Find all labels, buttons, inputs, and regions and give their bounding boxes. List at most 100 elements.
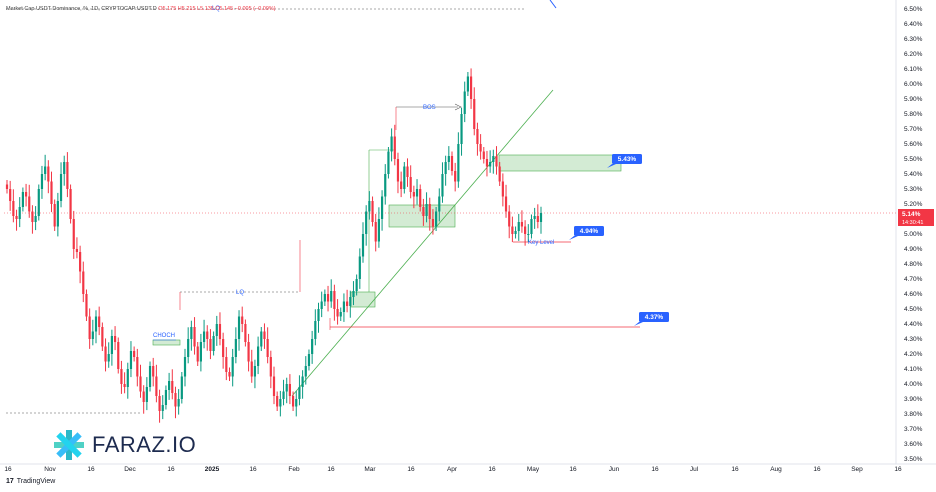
- candle-body: [9, 189, 12, 201]
- candle-body: [12, 201, 15, 216]
- candle-body: [145, 387, 148, 402]
- y-tick-label: 5.40%: [904, 171, 923, 178]
- candle-body: [113, 336, 117, 342]
- candle-body: [177, 399, 180, 407]
- candle-body: [409, 177, 412, 192]
- tradingview-brand[interactable]: 17 TradingView: [6, 478, 55, 485]
- candle-body: [31, 211, 34, 222]
- candle-body: [419, 189, 422, 207]
- candle-body: [422, 207, 425, 216]
- y-tick-label: 5.90%: [904, 96, 923, 103]
- y-tick-label: 6.10%: [904, 66, 923, 73]
- candle-body: [285, 384, 288, 392]
- candle-body: [498, 166, 501, 182]
- candle-body: [5, 184, 9, 189]
- y-tick-label: 3.90%: [904, 396, 923, 403]
- candle-body: [139, 376, 142, 392]
- candle-body: [361, 234, 365, 257]
- candle-body: [323, 294, 326, 302]
- lq-label: LQ: [236, 290, 244, 296]
- candle-body: [276, 396, 279, 407]
- candle-body: [18, 207, 21, 219]
- top-ray: [549, 0, 557, 9]
- candle-body: [425, 204, 428, 216]
- candle-body: [482, 151, 485, 159]
- key-level-label: Key Level: [528, 240, 554, 246]
- candle-body: [28, 196, 31, 212]
- candle-body: [393, 136, 396, 159]
- candle-body: [463, 91, 466, 114]
- current-price-tag: [898, 209, 934, 226]
- candle-body: [133, 351, 136, 357]
- x-tick-label: Jul: [690, 466, 699, 473]
- candle-body: [460, 114, 463, 144]
- level-494-pointer-icon: [569, 236, 578, 240]
- candle-body: [142, 391, 145, 402]
- y-tick-label: 6.00%: [904, 81, 923, 88]
- candle-body: [352, 291, 355, 297]
- candle-body: [450, 156, 454, 171]
- x-tick-label: 16: [327, 466, 335, 473]
- candle-body: [148, 366, 152, 387]
- x-tick-label: 16: [407, 466, 415, 473]
- candle-body: [72, 219, 75, 249]
- x-tick-label: 16: [569, 466, 577, 473]
- candle-body: [110, 336, 113, 354]
- candle-body: [180, 376, 183, 399]
- candle-body: [228, 372, 231, 377]
- candle-body: [47, 166, 50, 182]
- candle-body: [485, 159, 489, 167]
- candle-body: [371, 201, 374, 222]
- candle-body: [253, 366, 257, 377]
- x-tick-label: 16: [87, 466, 95, 473]
- y-tick-label: 3.60%: [904, 441, 923, 448]
- candle-body: [272, 376, 276, 396]
- candle-body: [75, 249, 79, 252]
- candle-body: [403, 166, 406, 189]
- tradingview-logo-icon: 17: [6, 478, 14, 485]
- candle-body: [257, 346, 260, 366]
- candle-body: [454, 171, 457, 182]
- y-tick-label: 5.00%: [904, 231, 923, 238]
- x-axis[interactable]: 16 Nov 16 Dec 16 2025 16 Feb 16 Mar 16 Apr 16 May 16 Ju…: [4, 466, 902, 473]
- candle-body: [311, 339, 314, 354]
- candle-body: [441, 174, 444, 197]
- candle-body: [190, 327, 193, 339]
- candle-body: [520, 222, 524, 227]
- candle-body: [504, 196, 508, 212]
- candle-body: [244, 324, 247, 342]
- candle-body: [123, 384, 126, 387]
- y-tick-label: 5.20%: [904, 201, 923, 208]
- y-tick-label: 4.40%: [904, 321, 923, 328]
- candle-body: [196, 346, 199, 362]
- candle-body: [104, 346, 107, 362]
- candle-body: [314, 321, 317, 339]
- lq-top-label: LQ: [212, 6, 220, 12]
- x-tick-label: 2025: [205, 466, 220, 473]
- y-tick-label: 4.70%: [904, 276, 923, 283]
- candle-body: [435, 211, 438, 227]
- y-tick-label: 4.50%: [904, 306, 923, 313]
- candle-body: [295, 399, 298, 407]
- candle-body: [215, 324, 218, 336]
- candle-body: [212, 336, 215, 351]
- y-tick-label: 3.50%: [904, 456, 923, 463]
- x-tick-label: 16: [894, 466, 902, 473]
- tradingview-label: TradingView: [16, 478, 56, 485]
- candle-body: [158, 396, 161, 411]
- x-tick-label: 16: [731, 466, 739, 473]
- candle-body: [539, 213, 543, 222]
- candle-body: [117, 342, 120, 369]
- level-494-badge: [574, 226, 604, 236]
- y-tick-label: 5.60%: [904, 141, 923, 148]
- y-axis[interactable]: 3.50% 3.60% 3.70% 3.80% 3.90% 4.00% 4.10% 4.20%…: [898, 6, 934, 463]
- candle-body: [476, 129, 479, 144]
- x-tick-label: May: [527, 466, 540, 473]
- level-437-badge: [639, 312, 669, 322]
- candle-body: [247, 342, 250, 362]
- candle-body: [444, 162, 447, 174]
- candle-body: [508, 211, 511, 227]
- candle-body: [380, 196, 384, 219]
